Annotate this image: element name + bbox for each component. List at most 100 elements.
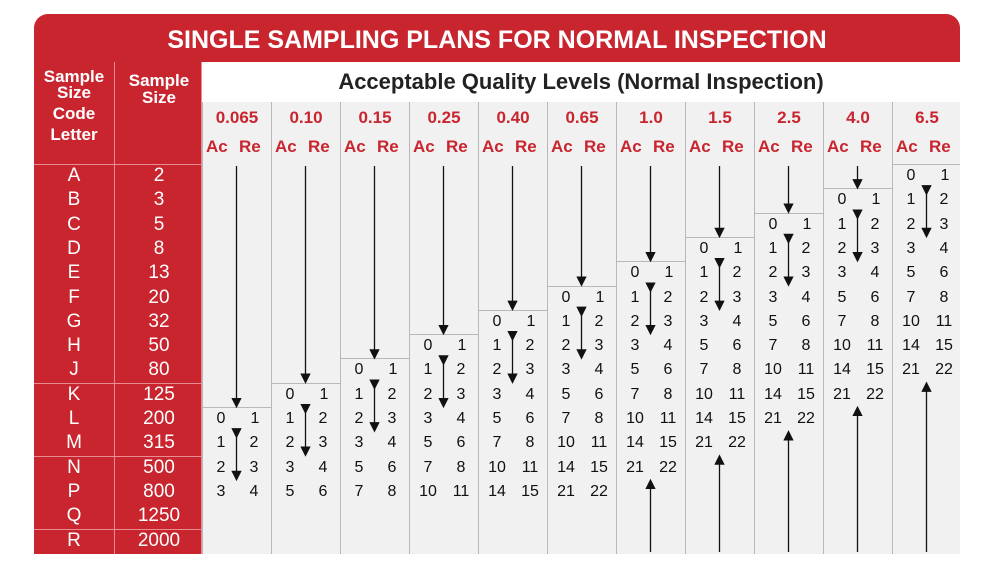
re-value: 15 [590, 458, 608, 476]
ac-label: Ac [482, 137, 504, 156]
re-value: 4 [732, 312, 742, 330]
column-divider [201, 62, 202, 554]
re-value: 8 [525, 434, 535, 452]
sample-size: 2000 [137, 529, 181, 551]
ac-value: 1 [492, 337, 502, 355]
re-value: 3 [456, 385, 466, 403]
ac-value: 14 [695, 410, 713, 427]
aql-column-header: 2.5 Ac Re [754, 102, 823, 164]
ac-value: 10 [902, 312, 920, 330]
re-value: 4 [525, 385, 535, 403]
re-value: 8 [939, 288, 949, 306]
re-label: Re [722, 137, 744, 156]
re-value: 15 [659, 434, 677, 452]
ac-value: 7 [630, 385, 640, 403]
re-value: 22 [590, 482, 608, 500]
arrow-segment [340, 164, 409, 359]
re-value: 6 [594, 385, 604, 403]
ac-value: 1 [768, 239, 778, 257]
ac-value: 0 [423, 337, 433, 355]
ac-label: Ac [413, 137, 435, 156]
re-value: 3 [249, 458, 259, 476]
aql-column-header: 1.5 Ac Re [685, 102, 754, 164]
re-value: 3 [387, 410, 397, 427]
aql-banner: Acceptable Quality Levels (Normal Inspec… [202, 62, 960, 102]
code-letter: B [67, 189, 81, 211]
ac-value: 7 [423, 458, 433, 476]
header-divider [34, 164, 202, 165]
re-value: 15 [866, 361, 884, 379]
ac-value: 10 [557, 434, 575, 452]
left-header: Sample Size Code Letter Sample Size [34, 62, 203, 166]
ac-value: 7 [492, 434, 502, 452]
re-value: 11 [452, 482, 470, 500]
re-value: 11 [590, 434, 608, 452]
sample-size: 32 [148, 310, 170, 332]
sample-size: 125 [143, 383, 175, 405]
code-letter: E [67, 262, 81, 284]
ac-value: 2 [906, 215, 916, 233]
re-value: 1 [250, 410, 260, 427]
header-line: Sample [128, 71, 190, 90]
re-value: 22 [866, 385, 884, 403]
code-letter: J [69, 359, 79, 381]
re-value: 6 [525, 410, 535, 427]
aql-value: 4.0 [846, 108, 870, 127]
re-value: 8 [456, 458, 466, 476]
ac-value: 0 [492, 312, 502, 330]
re-value: 15 [935, 337, 953, 355]
aql-column-header: 4.0 Ac Re [823, 102, 892, 164]
header-line: Size [141, 88, 177, 107]
re-value: 3 [525, 361, 535, 379]
re-label: Re [584, 137, 606, 156]
ac-value: 7 [837, 312, 847, 330]
aql-column-header: 0.10 Ac Re [271, 102, 340, 164]
sample-size: 50 [148, 335, 170, 357]
ac-value: 21 [557, 482, 575, 500]
re-label: Re [377, 137, 399, 156]
header-line: Size [56, 83, 92, 102]
ac-value: 5 [492, 410, 502, 427]
ac-value: 1 [837, 215, 847, 233]
ac-value: 10 [695, 385, 713, 403]
arrow-segment [547, 164, 616, 286]
ac-value: 3 [216, 482, 226, 500]
ac-label: Ac [206, 137, 228, 156]
sample-size: 800 [143, 480, 175, 502]
re-value: 3 [663, 312, 673, 330]
re-label: Re [653, 137, 675, 156]
ac-value: 1 [354, 385, 364, 403]
ac-value: 2 [561, 337, 571, 355]
re-value: 15 [521, 482, 539, 500]
aql-value: 1.0 [639, 108, 663, 127]
ac-value: 2 [492, 361, 502, 379]
ac-value: 3 [837, 264, 847, 282]
aql-value: 0.25 [427, 108, 461, 127]
re-value: 22 [728, 434, 746, 452]
ac-value: 0 [630, 264, 640, 282]
arrow-segment [271, 164, 340, 383]
ac-value: 21 [695, 434, 713, 452]
ac-value: 7 [699, 361, 709, 379]
re-value: 1 [526, 312, 536, 330]
re-label: Re [860, 137, 882, 156]
ac-value: 0 [699, 239, 709, 257]
sample-size-header: Sample Size [116, 70, 202, 108]
code-letter: C [67, 213, 81, 235]
re-value: 4 [801, 288, 811, 306]
re-value: 1 [457, 337, 467, 355]
re-label: Re [515, 137, 537, 156]
arrow-segment [202, 164, 271, 407]
arrow-segment [616, 164, 685, 262]
arrow-segment [754, 164, 823, 213]
ac-value: 1 [906, 191, 916, 209]
ac-value: 3 [285, 458, 295, 476]
re-value: 2 [318, 410, 328, 427]
ac-value: 7 [354, 482, 364, 500]
re-value: 2 [939, 191, 949, 209]
ac-value: 3 [768, 288, 778, 306]
re-value: 8 [870, 312, 880, 330]
ac-value: 0 [768, 215, 778, 233]
re-value: 2 [732, 264, 742, 282]
re-value: 4 [318, 458, 328, 476]
